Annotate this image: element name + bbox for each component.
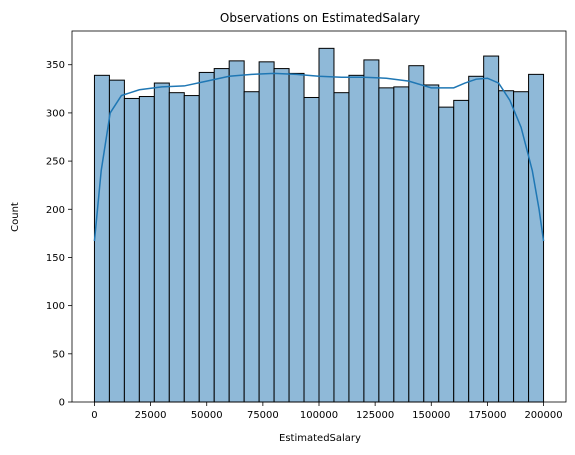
histogram-bar bbox=[153, 82, 170, 403]
x-tick-label: 0 bbox=[91, 410, 97, 421]
histogram-bar bbox=[483, 55, 500, 403]
histogram-bar bbox=[438, 106, 455, 403]
y-axis-ticks: 0 50 100 150 200 250 300 350 bbox=[46, 60, 72, 409]
histogram-bar bbox=[363, 59, 380, 403]
x-tick-label: 100000 bbox=[300, 410, 338, 421]
x-tick-label: 25000 bbox=[135, 410, 167, 421]
y-tick-label: 50 bbox=[52, 349, 65, 360]
histogram-bar bbox=[183, 95, 200, 403]
y-tick-label: 150 bbox=[46, 253, 65, 264]
histogram-bar bbox=[273, 68, 290, 403]
histogram-bar bbox=[468, 75, 485, 403]
histogram-bar bbox=[138, 96, 155, 403]
x-axis-ticks: 0 25000 50000 75000 100000 125000 150000 175000… bbox=[91, 402, 563, 421]
histogram-bar bbox=[243, 91, 260, 403]
histogram-bar bbox=[288, 72, 305, 403]
histogram-bars bbox=[93, 47, 545, 403]
x-tick-label: 200000 bbox=[524, 410, 562, 421]
histogram-bar bbox=[303, 96, 320, 403]
histogram-bar bbox=[213, 68, 230, 403]
histogram-bar bbox=[333, 92, 350, 403]
x-tick-label: 50000 bbox=[191, 410, 223, 421]
histogram-bar bbox=[393, 86, 410, 403]
x-tick-label: 175000 bbox=[468, 410, 506, 421]
y-axis-label: Count bbox=[10, 202, 21, 232]
x-axis-label: EstimatedSalary bbox=[279, 433, 361, 444]
histogram-bar bbox=[423, 84, 440, 403]
histogram-bar bbox=[168, 92, 185, 403]
y-tick-label: 300 bbox=[46, 108, 65, 119]
y-tick-label: 250 bbox=[46, 157, 65, 168]
y-tick-label: 100 bbox=[46, 301, 65, 312]
histogram-bar bbox=[408, 65, 425, 403]
chart-title: Observations on EstimatedSalary bbox=[220, 11, 420, 25]
histogram-bar bbox=[93, 74, 110, 403]
histogram-bar bbox=[513, 91, 530, 403]
histogram-bar bbox=[318, 47, 335, 403]
x-tick-label: 150000 bbox=[412, 410, 450, 421]
x-tick-label: 125000 bbox=[356, 410, 394, 421]
histogram-bar bbox=[498, 90, 515, 403]
histogram-bar bbox=[108, 79, 125, 403]
y-tick-label: 0 bbox=[59, 398, 65, 409]
histogram-bar bbox=[378, 87, 395, 403]
histogram-bar bbox=[453, 99, 470, 403]
histogram-bar bbox=[348, 74, 365, 403]
kde-line bbox=[93, 72, 545, 242]
histogram-bar bbox=[528, 73, 545, 403]
x-tick-label: 75000 bbox=[247, 410, 279, 421]
plot-frame bbox=[71, 30, 567, 403]
histogram-bar bbox=[258, 61, 275, 403]
y-tick-label: 200 bbox=[46, 205, 65, 216]
histogram-bar bbox=[198, 71, 215, 403]
y-tick-label: 350 bbox=[46, 60, 65, 71]
histogram-bar bbox=[228, 60, 245, 403]
histogram-bar bbox=[123, 97, 140, 403]
